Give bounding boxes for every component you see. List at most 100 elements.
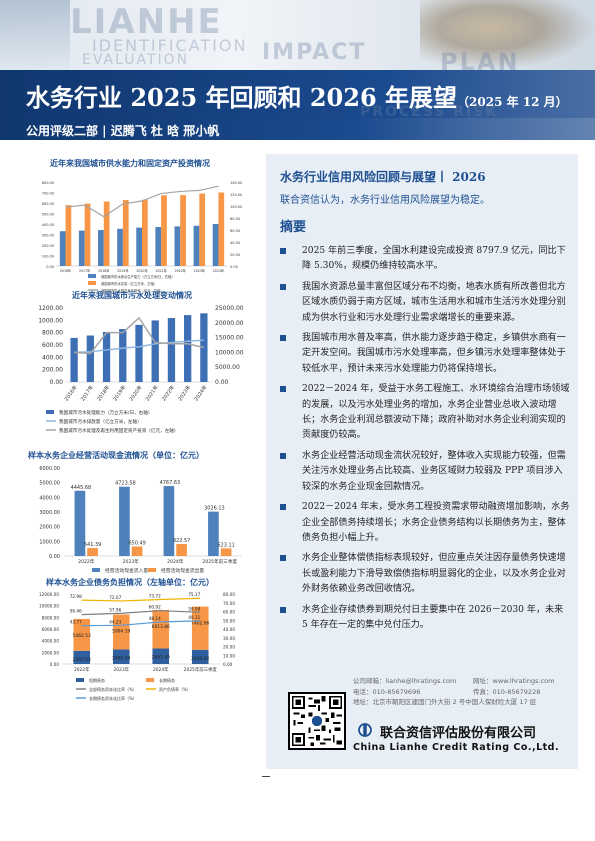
y2-tick-label: 25000.00 [215, 305, 244, 312]
legend-label: 我国城市污水处理及再生利用固定资产投资（亿元，左轴） [59, 427, 178, 434]
y2-tick-label: 80.00 [230, 217, 240, 221]
y2-tick-label: 70.00 [223, 601, 235, 606]
bar-supply-capacity [117, 228, 123, 266]
x-tick-label: 2024年 [153, 666, 169, 673]
bar-sewage-capacity [184, 315, 192, 382]
x-tick-label: 2022年 [78, 558, 95, 565]
line-long-debt-ratio [81, 620, 201, 627]
x-tick-label: 2021年 [144, 384, 160, 403]
y-tick-label: 4000.00 [42, 639, 60, 644]
header-bg-word: LIANHE [70, 2, 223, 42]
y2-tick-label: 5000.00 [215, 364, 240, 371]
y2-tick-label: 60.00 [230, 229, 240, 233]
data-label: 72.98 [70, 594, 82, 599]
x-tick-label: 2022年 [74, 666, 90, 673]
legend-label: 短期债务 [89, 677, 105, 683]
summary-panel: 水务行业信用风险回顾与展望丨 2026 联合资信认为，水务行业信用风险展望为稳定… [266, 154, 578, 769]
y2-tick-label: 140.00 [230, 181, 242, 185]
data-label: 3026.13 [204, 506, 225, 512]
chart1-water-supply: 800.00 700.00 600.00 500.00 400.00 300.00 200.… [42, 181, 243, 293]
x-tick-label: 2023年 [176, 384, 192, 403]
header-banner: LIANHE IDENTIFICATION EVALUATION IMPACT … [0, 0, 595, 140]
y-tick-label: 600.00 [42, 202, 54, 206]
legend-label: 资产负债率（%） [159, 686, 191, 692]
x-tick-label: 2018年 [98, 268, 110, 273]
contact-phone: 电话：010-85679696 [353, 687, 421, 696]
x-tick-label: 2022年 [175, 268, 187, 273]
y-tick-label: 0.00 [46, 265, 54, 269]
x-tick-label: 2017年 [79, 384, 95, 403]
report-title: 水务行业 2025 年回顾和 2026 年展望（2025 年 12 月） [26, 78, 568, 113]
contact-fax: 传真：010-85679228 [473, 687, 541, 696]
legend-swatch [92, 568, 100, 572]
report-authors: 公用评级二部 | 迟腾飞 杜 晗 邢小帆 [26, 124, 220, 138]
x-tick-label: 2016年 [63, 384, 79, 403]
x-tick-label: 2023年 [194, 268, 206, 273]
y2-tick-label: 0.00 [230, 265, 238, 269]
bar-long-term-debt [112, 614, 130, 650]
bar-sewage-capacity [135, 324, 143, 382]
line-sewage-investment [74, 316, 205, 355]
abstract-heading: 摘要 [280, 220, 307, 235]
y-tick-label: 12000.00 [39, 592, 59, 597]
data-label: 2265.53 [73, 657, 91, 663]
y-tick-label: 1000.00 [39, 539, 60, 545]
legend-swatch [88, 281, 96, 285]
header-bg-word: IDENTIFICATION [92, 36, 248, 55]
abstract-item: 水务企业整体偿债指标表现较好，但应重点关注因存量债务快速增长或盈利能力下滑导致偿… [280, 551, 570, 597]
abstract-item: 2022－2024 年，受益于水务工程施工、水环境综合治理市场领域的发展，以及污… [280, 382, 570, 444]
y2-tick-label: 15000.00 [215, 335, 244, 342]
y2-tick-label: 100.00 [230, 205, 242, 209]
bar-sewage-capacity [70, 337, 78, 382]
contact-address: 地址：北京市朝阳区建国门外大街 2 号中国人保财险大厦 17 层 [353, 698, 537, 706]
y-tick-label: 200.00 [42, 367, 63, 374]
y-tick-label: 800.00 [42, 181, 54, 185]
y-tick-label: 8000.00 [42, 615, 60, 620]
chart3-cashflow: 6000.00 5000.00 4000.00 3000.00 2000.00 1000.… [39, 466, 242, 574]
chart2-sewage: 1200.00 1000.00 800.00 600.00 400.00 200.00 0.… [38, 305, 244, 434]
bar-short-term-debt [191, 649, 209, 664]
line-total-debt-ratio [81, 610, 201, 616]
x-tick-label: 2021年 [155, 268, 167, 273]
bar-short-term-debt [152, 648, 170, 664]
y2-tick-label: 40.00 [230, 241, 240, 245]
header-coins-photo [420, 0, 595, 70]
y-tick-label: 700.00 [42, 192, 54, 196]
legend-label: 我国城市污水排放量（亿立方米，左轴） [59, 418, 142, 425]
data-label: 2440.62 [191, 656, 209, 662]
data-label: 650.49 [128, 540, 146, 546]
legend-label: 我国城市污水处理能力（万立方米/日，右轴） [59, 409, 152, 416]
title-band [0, 70, 595, 118]
chart1-title: 近年来我国城市供水能力和固定资产投资情况 [50, 159, 210, 168]
legend-label: 长期债务资本化比率（%） [89, 695, 137, 701]
legend-label: 经营活动现金流入量 [105, 567, 148, 574]
company-name-cn: 联合资信评估股份有限公司 [380, 726, 537, 741]
abstract-item: 我国水资源总量丰富但区域分布不均衡，地表水质有所改善但北方区域水质仍弱于南方区域… [280, 280, 570, 326]
y-tick-label: 2000.00 [42, 650, 60, 655]
x-tick-label: 2024年 [167, 558, 184, 565]
bar-supply-volume [65, 205, 72, 266]
report-date: （2025 年 12 月） [457, 95, 568, 109]
bar-sewage-capacity [102, 331, 111, 382]
bar-supply-volume [180, 195, 186, 266]
x-tick-label: 2020年 [128, 384, 144, 403]
legend-label: 我国城市供水固定资产投资（亿元，左轴） [101, 288, 164, 293]
x-tick-label: 2020年 [136, 268, 148, 273]
bar-sewage-capacity [200, 313, 208, 382]
summary-outlook: 联合资信认为，水务行业信用风险展望为稳定。 [280, 195, 490, 206]
company-logo [358, 723, 372, 737]
y2-tick-label: 20000.00 [215, 320, 244, 327]
x-tick-label: 2019年 [112, 384, 128, 403]
y-tick-label: 400.00 [42, 223, 54, 227]
data-label: 59.08 [188, 606, 200, 611]
bar-sewage-capacity [167, 318, 176, 382]
line-asset-liability-ratio [81, 597, 201, 602]
y2-tick-label: 50.00 [223, 618, 235, 623]
bar-long-term-debt [191, 606, 209, 650]
abstract-item: 水务企业存续债券到期兑付日主要集中在 2026－2030 年，未来 5 年存在一… [280, 603, 570, 634]
abstract-item: 我国城市用水普及率高，供水能力逐步趋于稳定，乡镇供水商有一定开发空间。我国城市污… [280, 331, 570, 377]
x-tick-label: 2019年 [117, 268, 129, 273]
x-tick-label: 2023年 [113, 666, 129, 673]
y-tick-label: 200.00 [42, 244, 54, 248]
y-tick-label: 4000.00 [39, 495, 60, 501]
